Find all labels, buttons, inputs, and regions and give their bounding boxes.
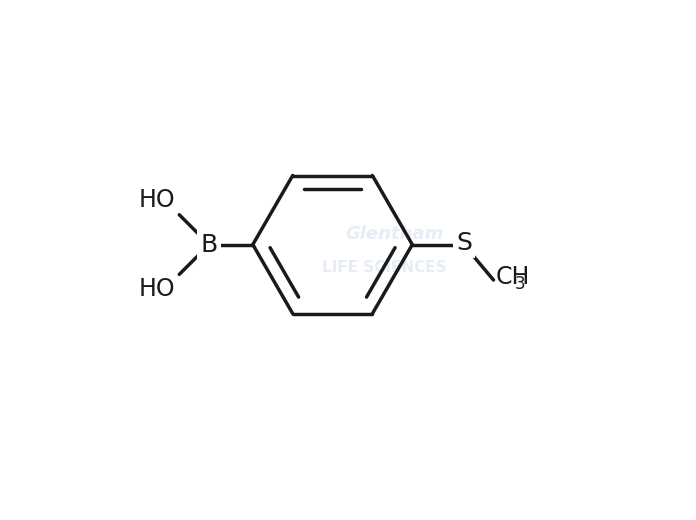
Text: HO: HO (139, 188, 175, 212)
Text: CH: CH (496, 266, 530, 290)
Text: HO: HO (139, 277, 175, 301)
Text: Glentham: Glentham (345, 225, 443, 243)
Text: S: S (456, 231, 472, 255)
Text: B: B (200, 232, 218, 256)
Text: LIFE SCIENCES: LIFE SCIENCES (322, 260, 446, 275)
Text: 3: 3 (514, 275, 525, 293)
